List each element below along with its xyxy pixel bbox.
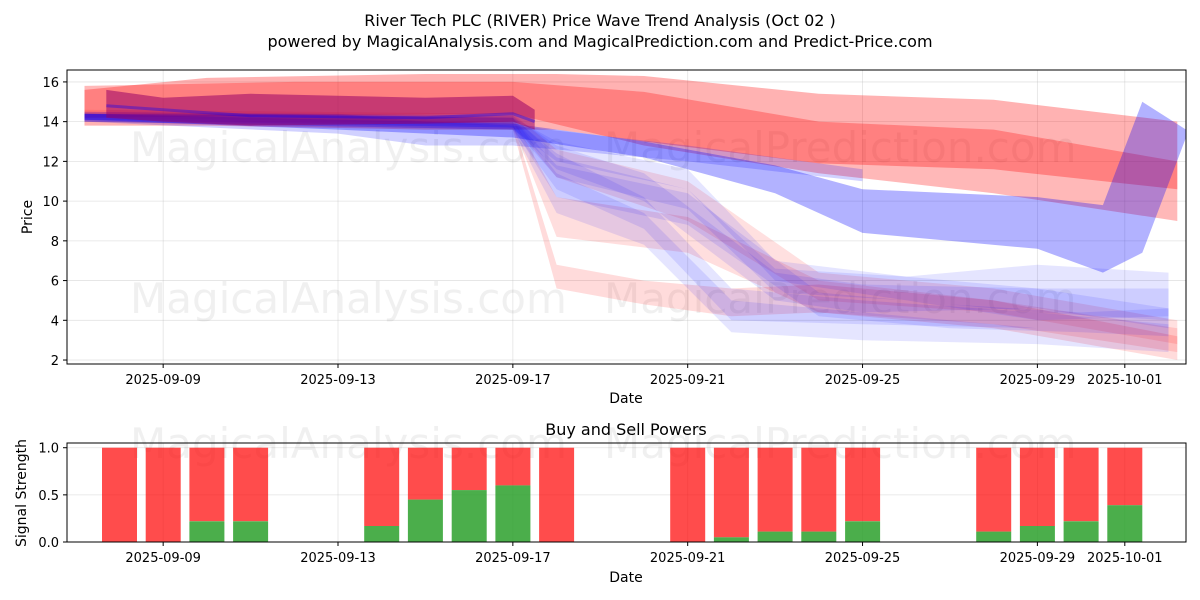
- band-red-crash-2: [84, 111, 1178, 353]
- buy-power-bar: [1019, 526, 1055, 542]
- band-red-crash-1: [84, 113, 1178, 360]
- signal-x-tick-label: 2025-09-13: [300, 551, 376, 566]
- price-x-tick-label: 2025-09-25: [825, 373, 901, 388]
- buy-power-bar: [495, 485, 531, 542]
- buy-power-bar: [1063, 521, 1099, 542]
- buy-power-bar: [189, 521, 225, 542]
- price-y-axis-label: Price: [20, 200, 36, 234]
- signal-y-tick-label: 1.0: [38, 442, 59, 457]
- signal-x-tick-label: 2025-09-29: [1000, 551, 1076, 566]
- price-y-tick-label: 8: [51, 235, 59, 250]
- price-y-tick-label: 14: [42, 116, 59, 131]
- signal-y-tick-label: 0.0: [38, 536, 59, 551]
- watermark-text: MagicalAnalysis.com: [130, 123, 567, 172]
- price-x-tick-label: 2025-09-29: [1000, 373, 1076, 388]
- band-red-crash-3: [84, 109, 1178, 345]
- watermark-text: MagicalPrediction.com: [604, 123, 1077, 172]
- buy-power-bar: [801, 531, 837, 542]
- buy-power-bar: [976, 531, 1012, 542]
- signal-y-tick-label: 0.5: [38, 489, 59, 504]
- sell-power-bar: [451, 447, 487, 491]
- price-x-tick-label: 2025-09-17: [475, 373, 551, 388]
- sell-power-bar: [145, 447, 181, 542]
- sell-power-bar: [976, 447, 1012, 532]
- buy-power-bar: [1107, 505, 1143, 542]
- price-y-tick-label: 2: [51, 354, 59, 369]
- sell-power-bar: [713, 447, 749, 538]
- buy-power-bar: [713, 537, 749, 542]
- signal-x-tick-label: 2025-09-17: [475, 551, 551, 566]
- sell-power-bar: [1107, 447, 1143, 506]
- signal-title: Buy and Sell Powers: [545, 420, 707, 439]
- signal-x-tick-label: 2025-10-01: [1087, 551, 1163, 566]
- band-blue-fan-1: [84, 113, 1169, 353]
- signal-x-axis-label: Date: [609, 570, 642, 586]
- band-purple-core: [106, 89, 535, 130]
- buy-power-bar: [757, 531, 793, 542]
- price-x-tick-label: 2025-09-13: [300, 373, 376, 388]
- price-x-axis-label: Date: [609, 391, 642, 407]
- band-blue-band-1: [84, 101, 1186, 273]
- sell-power-bar: [102, 447, 137, 542]
- sell-power-bar: [801, 447, 837, 532]
- sell-power-bar: [1063, 447, 1099, 522]
- price-watermarks: MagicalAnalysis.com MagicalPrediction.com…: [130, 123, 1077, 323]
- band-blue-fan-5: [84, 113, 1169, 337]
- band-red-band-2: [84, 81, 1178, 222]
- signal-bars: [102, 447, 1143, 542]
- band-blue-fan-3: [84, 111, 1169, 329]
- price-x-tick-label: 2025-10-01: [1087, 373, 1163, 388]
- band-blue-band-2: [84, 113, 863, 182]
- sell-power-bar: [1019, 447, 1055, 526]
- price-x-tick-label: 2025-09-21: [650, 373, 726, 388]
- sell-power-bar: [670, 447, 706, 542]
- band-blue-fan-6: [84, 113, 1169, 321]
- signal-ticks: 2025-09-09 2025-09-13 2025-09-17 2025-09-21…: [38, 442, 1162, 566]
- price-x-tick-label: 2025-09-09: [125, 373, 201, 388]
- price-y-tick-label: 6: [51, 275, 59, 290]
- price-y-tick-label: 16: [42, 76, 59, 91]
- watermark-text: MagicalPrediction.com: [604, 274, 1077, 323]
- signal-x-tick-label: 2025-09-25: [825, 551, 901, 566]
- sell-power-bar: [364, 447, 400, 526]
- chart-title: River Tech PLC (RIVER) Price Wave Trend …: [364, 11, 836, 30]
- blue-trend-line: [106, 104, 536, 124]
- band-blue-fan-4: [84, 111, 1169, 321]
- price-axes: MagicalAnalysis.com MagicalPrediction.com…: [20, 69, 1187, 407]
- signal-x-tick-label: 2025-09-09: [125, 551, 201, 566]
- sell-power-bar: [539, 447, 575, 542]
- sell-power-bar: [845, 447, 881, 522]
- price-y-tick-label: 10: [42, 195, 59, 210]
- buy-power-bar: [364, 526, 400, 542]
- price-bands: [84, 74, 1186, 360]
- signal-axes-frame: [66, 442, 1187, 543]
- sell-power-bar: [407, 447, 443, 500]
- sell-power-bar: [233, 447, 269, 522]
- price-axes-frame: [66, 69, 1187, 365]
- sell-power-bar: [189, 447, 225, 522]
- buy-power-bar: [233, 521, 269, 542]
- sell-power-bar: [495, 447, 531, 486]
- watermark-text: MagicalAnalysis.com: [130, 274, 567, 323]
- price-ticks: 2025-09-09 2025-09-13 2025-09-17 2025-09-21…: [42, 76, 1162, 388]
- chart-subtitle: powered by MagicalAnalysis.com and Magic…: [267, 32, 932, 51]
- band-blue-fan-2: [84, 113, 1169, 341]
- signal-x-tick-label: 2025-09-21: [650, 551, 726, 566]
- price-y-tick-label: 4: [51, 314, 59, 329]
- signal-axes: Buy and Sell Powers MagicalAnalysis.com M…: [14, 419, 1187, 586]
- price-y-tick-label: 12: [42, 155, 59, 170]
- buy-power-bar: [845, 521, 881, 542]
- buy-power-bar: [407, 499, 443, 542]
- signal-y-axis-label: Signal Strength: [14, 439, 30, 547]
- sell-power-bar: [757, 447, 793, 532]
- buy-power-bar: [451, 490, 487, 542]
